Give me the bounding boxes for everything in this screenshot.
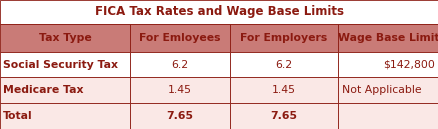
Bar <box>130 52 230 77</box>
Bar <box>230 52 337 77</box>
Bar <box>337 52 438 77</box>
Text: Social Security Tax: Social Security Tax <box>3 59 117 70</box>
Bar <box>337 77 438 103</box>
Text: 1.45: 1.45 <box>272 85 295 95</box>
Bar <box>0 0 438 24</box>
Text: FICA Tax Rates and Wage Base Limits: FICA Tax Rates and Wage Base Limits <box>95 5 343 18</box>
Text: Not Applicable: Not Applicable <box>341 85 420 95</box>
Bar <box>0 103 130 129</box>
Bar <box>230 24 337 52</box>
Text: Wage Base Limit: Wage Base Limit <box>337 33 438 43</box>
Text: Medicare Tax: Medicare Tax <box>3 85 83 95</box>
Text: Total: Total <box>3 111 32 121</box>
Bar <box>0 77 130 103</box>
Text: 6.2: 6.2 <box>171 59 188 70</box>
Bar <box>130 103 230 129</box>
Text: 7.65: 7.65 <box>166 111 193 121</box>
Bar <box>230 103 337 129</box>
Bar <box>0 24 130 52</box>
Text: 6.2: 6.2 <box>275 59 292 70</box>
Text: For Employers: For Employers <box>240 33 327 43</box>
Text: 1.45: 1.45 <box>168 85 191 95</box>
Text: Tax Type: Tax Type <box>39 33 91 43</box>
Text: $142,800: $142,800 <box>382 59 434 70</box>
Bar <box>337 24 438 52</box>
Bar <box>337 103 438 129</box>
Bar <box>230 77 337 103</box>
Bar <box>0 52 130 77</box>
Bar <box>130 77 230 103</box>
Bar <box>130 24 230 52</box>
Text: For Emloyees: For Emloyees <box>139 33 220 43</box>
Text: 7.65: 7.65 <box>270 111 297 121</box>
